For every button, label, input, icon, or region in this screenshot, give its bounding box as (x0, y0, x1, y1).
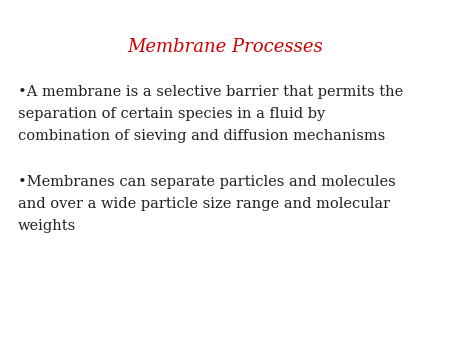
Text: weights: weights (18, 219, 76, 233)
Text: and over a wide particle size range and molecular: and over a wide particle size range and … (18, 197, 390, 211)
Text: separation of certain species in a fluid by: separation of certain species in a fluid… (18, 107, 325, 121)
Text: •Membranes can separate particles and molecules: •Membranes can separate particles and mo… (18, 175, 396, 189)
Text: combination of sieving and diffusion mechanisms: combination of sieving and diffusion mec… (18, 129, 385, 143)
Text: •A membrane is a selective barrier that permits the: •A membrane is a selective barrier that … (18, 85, 403, 99)
Text: Membrane Processes: Membrane Processes (127, 38, 323, 56)
